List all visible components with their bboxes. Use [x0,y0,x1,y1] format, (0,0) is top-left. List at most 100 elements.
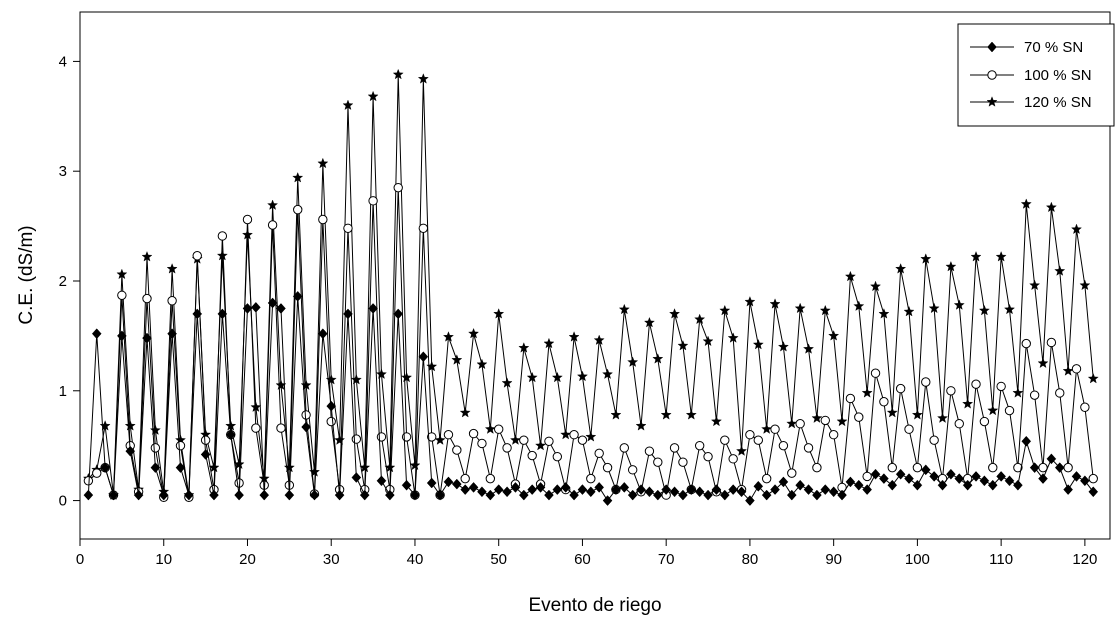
data-point [1013,462,1023,473]
data-point [276,303,286,314]
data-point [200,435,211,445]
data-point [166,263,178,274]
data-point [192,251,202,261]
data-point [192,308,203,320]
data-point [293,204,303,215]
data-point [728,454,738,464]
data-point [1004,405,1015,416]
y-tick-label: 3 [59,163,67,180]
data-point [116,268,128,280]
data-point [895,263,907,274]
data-point [845,393,856,404]
series-120-sn [82,68,1099,500]
data-point [937,412,949,423]
data-point [652,353,664,364]
data-point [216,249,228,261]
data-point [878,308,890,319]
data-point [929,435,939,445]
legend: 70 % SN 100 % SN 120 % SN [957,23,1115,127]
plot-frame [79,11,1111,540]
data-point [837,489,847,501]
x-tick-label: 20 [239,551,256,568]
data-point [636,484,646,495]
data-point [1021,435,1032,447]
data-point [719,304,731,316]
data-point [292,290,303,302]
data-point [652,489,663,501]
data-point [786,489,797,501]
x-tick-label: 70 [658,551,675,568]
data-point [769,298,781,309]
data-point [895,468,906,480]
x-tick-label: 50 [490,551,507,568]
data-point [250,401,262,412]
data-point [141,251,153,262]
data-point [904,424,914,434]
data-point [585,431,597,442]
data-point [375,368,387,379]
data-point [720,435,730,445]
x-tick-label: 0 [76,551,84,568]
data-point [576,370,588,382]
data-point [477,486,487,498]
data-point [677,340,689,351]
data-point [175,462,186,474]
data-point [502,486,512,498]
data-point [879,397,889,407]
data-point [778,476,789,488]
data-point [334,489,345,501]
data-point [317,157,329,169]
data-point [803,484,814,495]
data-point [83,476,94,486]
data-point [1054,265,1066,276]
data-point [845,476,856,488]
data-point [653,457,663,467]
data-point [326,416,336,427]
data-point [117,330,127,342]
data-point [929,471,939,482]
data-point [451,354,463,365]
data-point [1080,402,1090,412]
data-point [904,473,914,484]
series-line [88,187,1094,498]
data-point [284,489,295,501]
data-point [1063,484,1073,495]
data-point [602,368,614,379]
data-point [401,371,413,383]
data-point [996,381,1006,392]
y-tick-label: 1 [59,383,67,400]
data-point [661,484,672,495]
data-point [518,489,529,501]
data-point [509,434,521,445]
data-point [811,412,823,423]
data-point [300,379,312,390]
legend-label: 100 % SN [1024,67,1092,84]
data-point [903,305,915,317]
data-point [987,404,999,416]
data-point [627,489,638,501]
data-point [795,419,805,429]
data-point [870,368,881,378]
data-point [895,383,906,394]
data-point [978,304,990,316]
data-point [945,260,957,272]
data-point [99,420,111,431]
data-point [551,371,563,383]
data-point [251,423,261,433]
data-point [343,223,353,233]
data-point [1054,462,1065,474]
data-point [519,435,529,445]
data-point [409,459,421,471]
data-point [954,419,964,429]
data-point [392,68,404,80]
data-point [728,484,739,495]
data-point [979,475,990,487]
data-point [820,484,831,495]
data-point [308,466,320,477]
data-point [1046,337,1057,348]
data-point [736,445,748,456]
y-axis-title: C.E. (dS/m) [16,225,37,324]
data-point [937,479,948,491]
data-point [393,182,403,193]
data-point [217,231,228,241]
